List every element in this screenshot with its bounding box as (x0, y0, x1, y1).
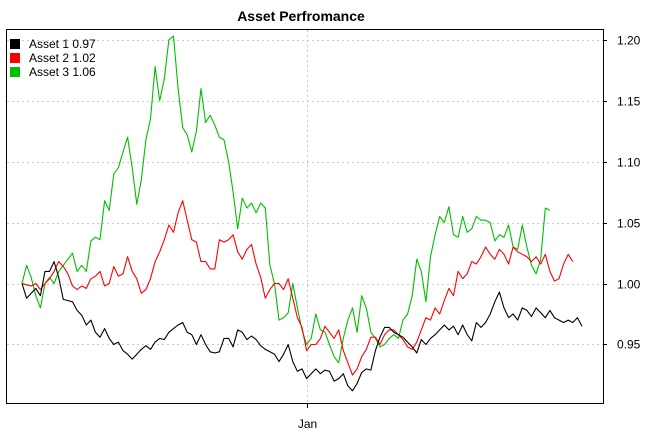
series-layer (21, 35, 583, 392)
legend-label-1: Asset 1 0.97 (29, 37, 96, 51)
y-tick-label: 0.95 (617, 338, 641, 352)
y-tick-label: 1.20 (617, 34, 641, 48)
plot-frame (6, 29, 604, 404)
legend-label-3: Asset 3 1.06 (29, 65, 96, 79)
x-tick-label: Jan (298, 417, 317, 431)
legend-swatch-3 (10, 67, 20, 77)
y-tick-label: 1.00 (617, 278, 641, 292)
series-line-1 (21, 261, 583, 392)
legend-swatch-1 (10, 39, 20, 49)
grid-layer (7, 30, 603, 403)
chart-title: Asset Perfromance (237, 8, 365, 24)
axis-layer: 0.95 1.00 1.05 1.10 1.15 1.20 Jan (298, 34, 641, 432)
y-tick-label: 1.15 (617, 95, 641, 109)
y-tick-label: 1.10 (617, 156, 641, 170)
y-tick-label: 1.05 (617, 217, 641, 231)
legend-label-2: Asset 2 1.02 (29, 51, 96, 65)
legend-swatch-2 (10, 53, 20, 63)
series-line-2 (21, 200, 574, 376)
series-line-3 (21, 35, 551, 364)
